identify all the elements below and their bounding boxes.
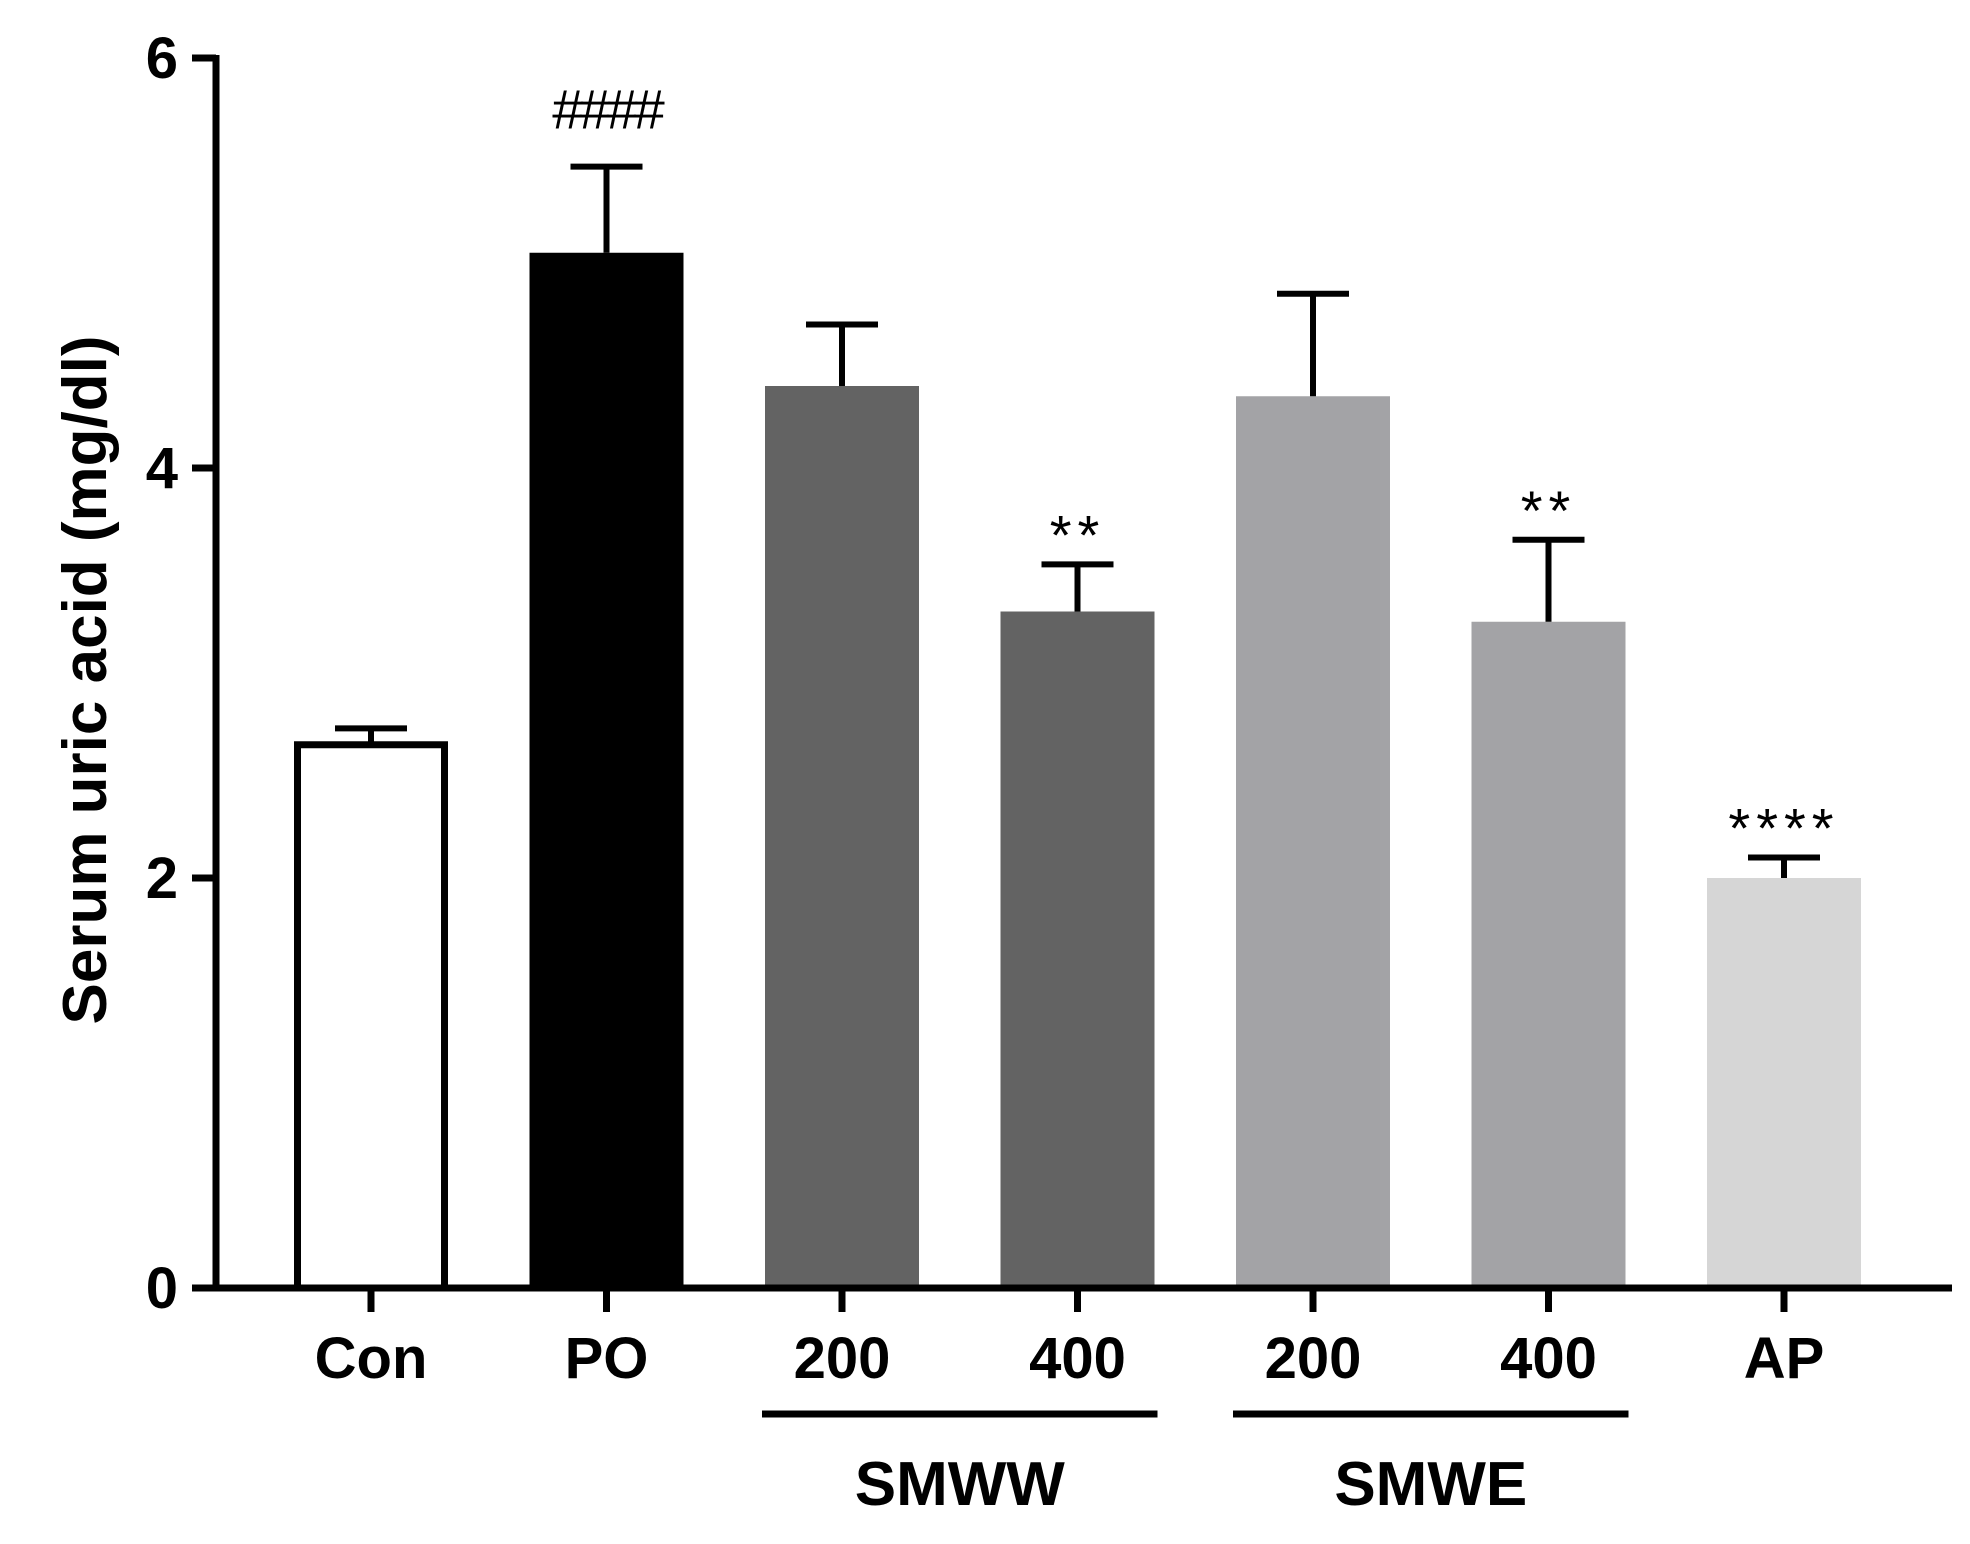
x-tick-label-5: 400 bbox=[1500, 1326, 1597, 1391]
y-tick-label-1: 2 bbox=[146, 846, 178, 911]
bar-1 bbox=[529, 252, 684, 1288]
x-tick-label-6: AP bbox=[1744, 1326, 1825, 1391]
significance-label-1: #### bbox=[552, 78, 664, 141]
group-label-1: SMWE bbox=[1334, 1450, 1527, 1519]
x-tick-label-0: Con bbox=[315, 1326, 428, 1391]
x-tick-label-4: 200 bbox=[1265, 1326, 1362, 1391]
y-tick-label-2: 4 bbox=[146, 436, 178, 501]
y-tick-label-3: 6 bbox=[146, 26, 178, 91]
x-tick-label-2: 200 bbox=[794, 1326, 891, 1391]
bars-layer bbox=[294, 252, 1861, 1292]
x-tick-label-1: PO bbox=[565, 1326, 649, 1391]
significance-label-5: ** bbox=[1521, 479, 1577, 542]
axes-layer bbox=[192, 54, 1952, 1418]
bar-0 bbox=[294, 741, 448, 1292]
x-tick-label-3: 400 bbox=[1029, 1326, 1126, 1391]
bar-6 bbox=[1707, 878, 1861, 1288]
significance-label-6: **** bbox=[1728, 797, 1839, 860]
bar-4 bbox=[1236, 396, 1390, 1288]
bar-5 bbox=[1471, 621, 1626, 1288]
error-bars-layer bbox=[335, 163, 1820, 878]
bar-3 bbox=[1000, 611, 1155, 1288]
y-axis-title: Serum uric acid (mg/dl) bbox=[51, 335, 120, 1024]
y-tick-label-0: 0 bbox=[146, 1256, 178, 1321]
group-label-0: SMWW bbox=[855, 1450, 1066, 1519]
significance-label-3: ** bbox=[1050, 503, 1106, 566]
bar-2 bbox=[765, 386, 919, 1288]
